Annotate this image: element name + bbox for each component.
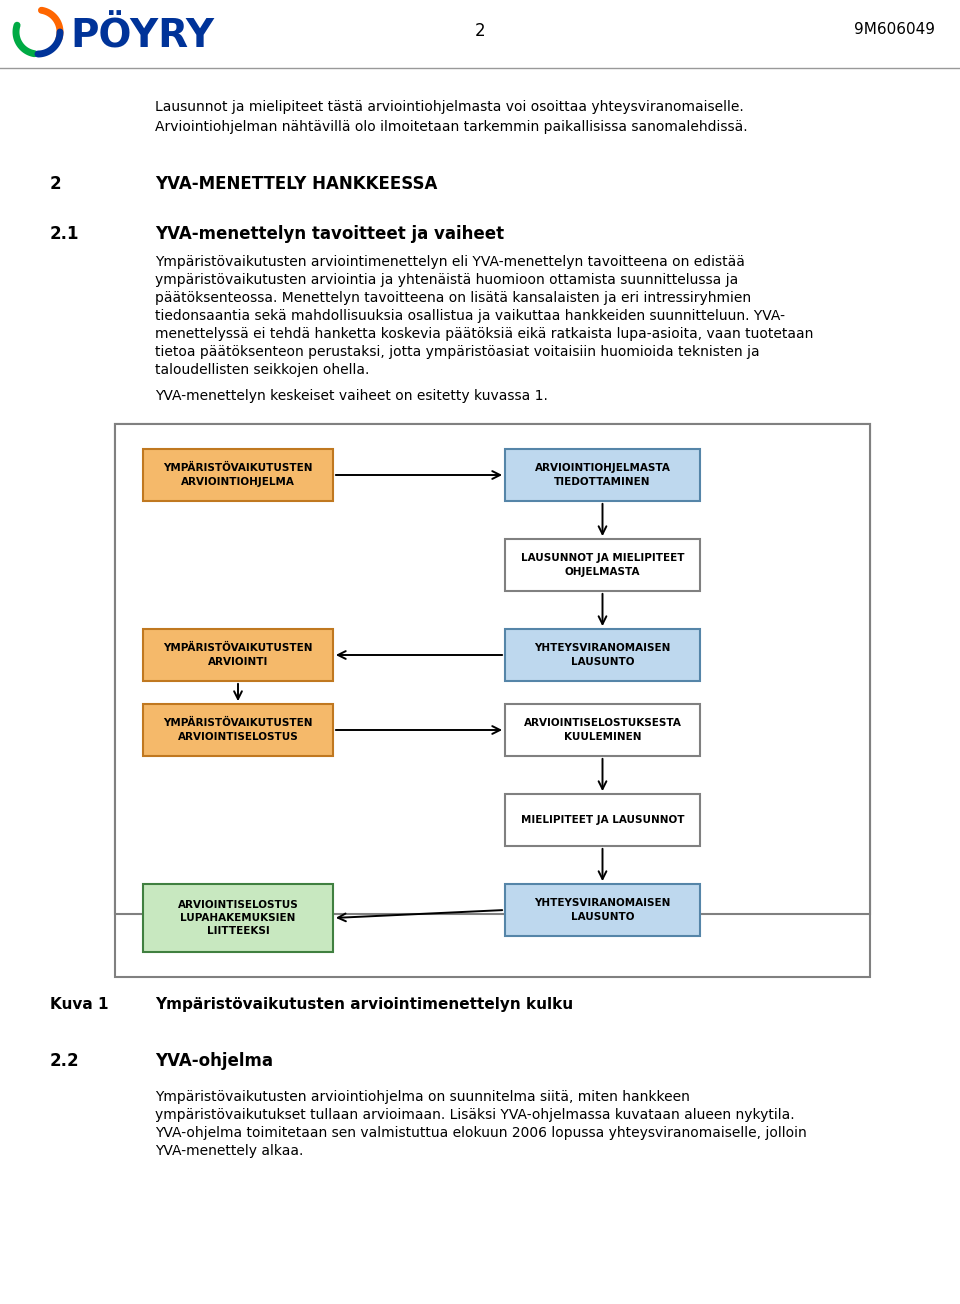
Text: menettelyssä ei tehdä hanketta koskevia päätöksiä eikä ratkaista lupa-asioita, v: menettelyssä ei tehdä hanketta koskevia … xyxy=(155,327,813,342)
Text: LAUSUNNOT JA MIELIPITEET
OHJELMASTA: LAUSUNNOT JA MIELIPITEET OHJELMASTA xyxy=(520,553,684,576)
Text: YMPÄRISTÖVAIKUTUSTEN
ARVIOINTIOHJELMA: YMPÄRISTÖVAIKUTUSTEN ARVIOINTIOHJELMA xyxy=(163,463,313,486)
Text: 2.2: 2.2 xyxy=(50,1052,80,1071)
Bar xyxy=(505,449,700,501)
Bar xyxy=(143,704,333,756)
Bar xyxy=(505,704,700,756)
Text: YMPÄRISTÖVAIKUTUSTEN
ARVIOINTISELOSTUS: YMPÄRISTÖVAIKUTUSTEN ARVIOINTISELOSTUS xyxy=(163,719,313,742)
Text: PÖYRY: PÖYRY xyxy=(70,18,214,56)
Text: YVA-ohjelma toimitetaan sen valmistuttua elokuun 2006 lopussa yhteysviranomaisel: YVA-ohjelma toimitetaan sen valmistuttua… xyxy=(155,1125,806,1140)
Text: YVA-menettelyn tavoitteet ja vaiheet: YVA-menettelyn tavoitteet ja vaiheet xyxy=(155,226,504,243)
Text: Arviointiohjelman nähtävillä olo ilmoitetaan tarkemmin paikallisissa sanomalehdi: Arviointiohjelman nähtävillä olo ilmoite… xyxy=(155,120,748,134)
Text: YVA-menettelyn keskeiset vaiheet on esitetty kuvassa 1.: YVA-menettelyn keskeiset vaiheet on esit… xyxy=(155,389,548,403)
Text: 2: 2 xyxy=(50,175,61,193)
Text: 2.1: 2.1 xyxy=(50,226,80,243)
Bar xyxy=(115,424,870,977)
Bar xyxy=(505,539,700,591)
Text: ARVIOINTIOHJELMASTA
TIEDOTTAMINEN: ARVIOINTIOHJELMASTA TIEDOTTAMINEN xyxy=(535,463,670,486)
Bar xyxy=(143,884,333,952)
Text: Ympäristövaikutusten arviointimenettelyn kulku: Ympäristövaikutusten arviointimenettelyn… xyxy=(155,998,573,1012)
Text: YVA-menettely alkaa.: YVA-menettely alkaa. xyxy=(155,1144,303,1158)
Text: tietoa päätöksenteon perustaksi, jotta ympäristöasiat voitaisiin huomioida tekni: tietoa päätöksenteon perustaksi, jotta y… xyxy=(155,346,759,359)
Bar xyxy=(505,794,700,846)
Text: MIELIPITEET JA LAUSUNNOT: MIELIPITEET JA LAUSUNNOT xyxy=(520,815,684,825)
Bar xyxy=(143,629,333,681)
Text: ympäristövaikutukset tullaan arvioimaan. Lisäksi YVA-ohjelmassa kuvataan alueen : ympäristövaikutukset tullaan arvioimaan.… xyxy=(155,1108,795,1121)
Text: YMPÄRISTÖVAIKUTUSTEN
ARVIOINTI: YMPÄRISTÖVAIKUTUSTEN ARVIOINTI xyxy=(163,643,313,666)
Text: Ympäristövaikutusten arviointimenettelyn eli YVA-menettelyn tavoitteena on edist: Ympäristövaikutusten arviointimenettelyn… xyxy=(155,256,745,269)
Text: Kuva 1: Kuva 1 xyxy=(50,998,108,1012)
Text: YVA-MENETTELY HANKKEESSA: YVA-MENETTELY HANKKEESSA xyxy=(155,175,438,193)
Text: ARVIOINTISELOSTUS
LUPAHAKEMUKSIEN
LIITTEEKSI: ARVIOINTISELOSTUS LUPAHAKEMUKSIEN LIITTE… xyxy=(178,900,299,936)
Text: tiedonsaantia sekä mahdollisuuksia osallistua ja vaikuttaa hankkeiden suunnittel: tiedonsaantia sekä mahdollisuuksia osall… xyxy=(155,309,785,323)
Text: YVA-ohjelma: YVA-ohjelma xyxy=(155,1052,273,1071)
Text: taloudellisten seikkojen ohella.: taloudellisten seikkojen ohella. xyxy=(155,363,370,377)
Text: ympäristövaikutusten arviointia ja yhtenäistä huomioon ottamista suunnittelussa : ympäristövaikutusten arviointia ja yhten… xyxy=(155,273,738,287)
Bar xyxy=(115,424,870,914)
Text: YHTEYSVIRANOMAISEN
LAUSUNTO: YHTEYSVIRANOMAISEN LAUSUNTO xyxy=(535,643,671,666)
Text: ARVIOINTISELOSTUKSESTA
KUULEMINEN: ARVIOINTISELOSTUKSESTA KUULEMINEN xyxy=(523,719,682,742)
Text: YHTEYSVIRANOMAISEN
LAUSUNTO: YHTEYSVIRANOMAISEN LAUSUNTO xyxy=(535,898,671,922)
Bar xyxy=(505,629,700,681)
Bar xyxy=(505,884,700,936)
Bar xyxy=(143,449,333,501)
Text: 2: 2 xyxy=(474,22,486,40)
Text: Ympäristövaikutusten arviointiohjelma on suunnitelma siitä, miten hankkeen: Ympäristövaikutusten arviointiohjelma on… xyxy=(155,1090,690,1104)
Text: 9M606049: 9M606049 xyxy=(854,22,935,37)
Text: Lausunnot ja mielipiteet tästä arviointiohjelmasta voi osoittaa yhteysviranomais: Lausunnot ja mielipiteet tästä arviointi… xyxy=(155,100,744,113)
Text: päätöksenteossa. Menettelyn tavoitteena on lisätä kansalaisten ja eri intressiry: päätöksenteossa. Menettelyn tavoitteena … xyxy=(155,291,751,305)
